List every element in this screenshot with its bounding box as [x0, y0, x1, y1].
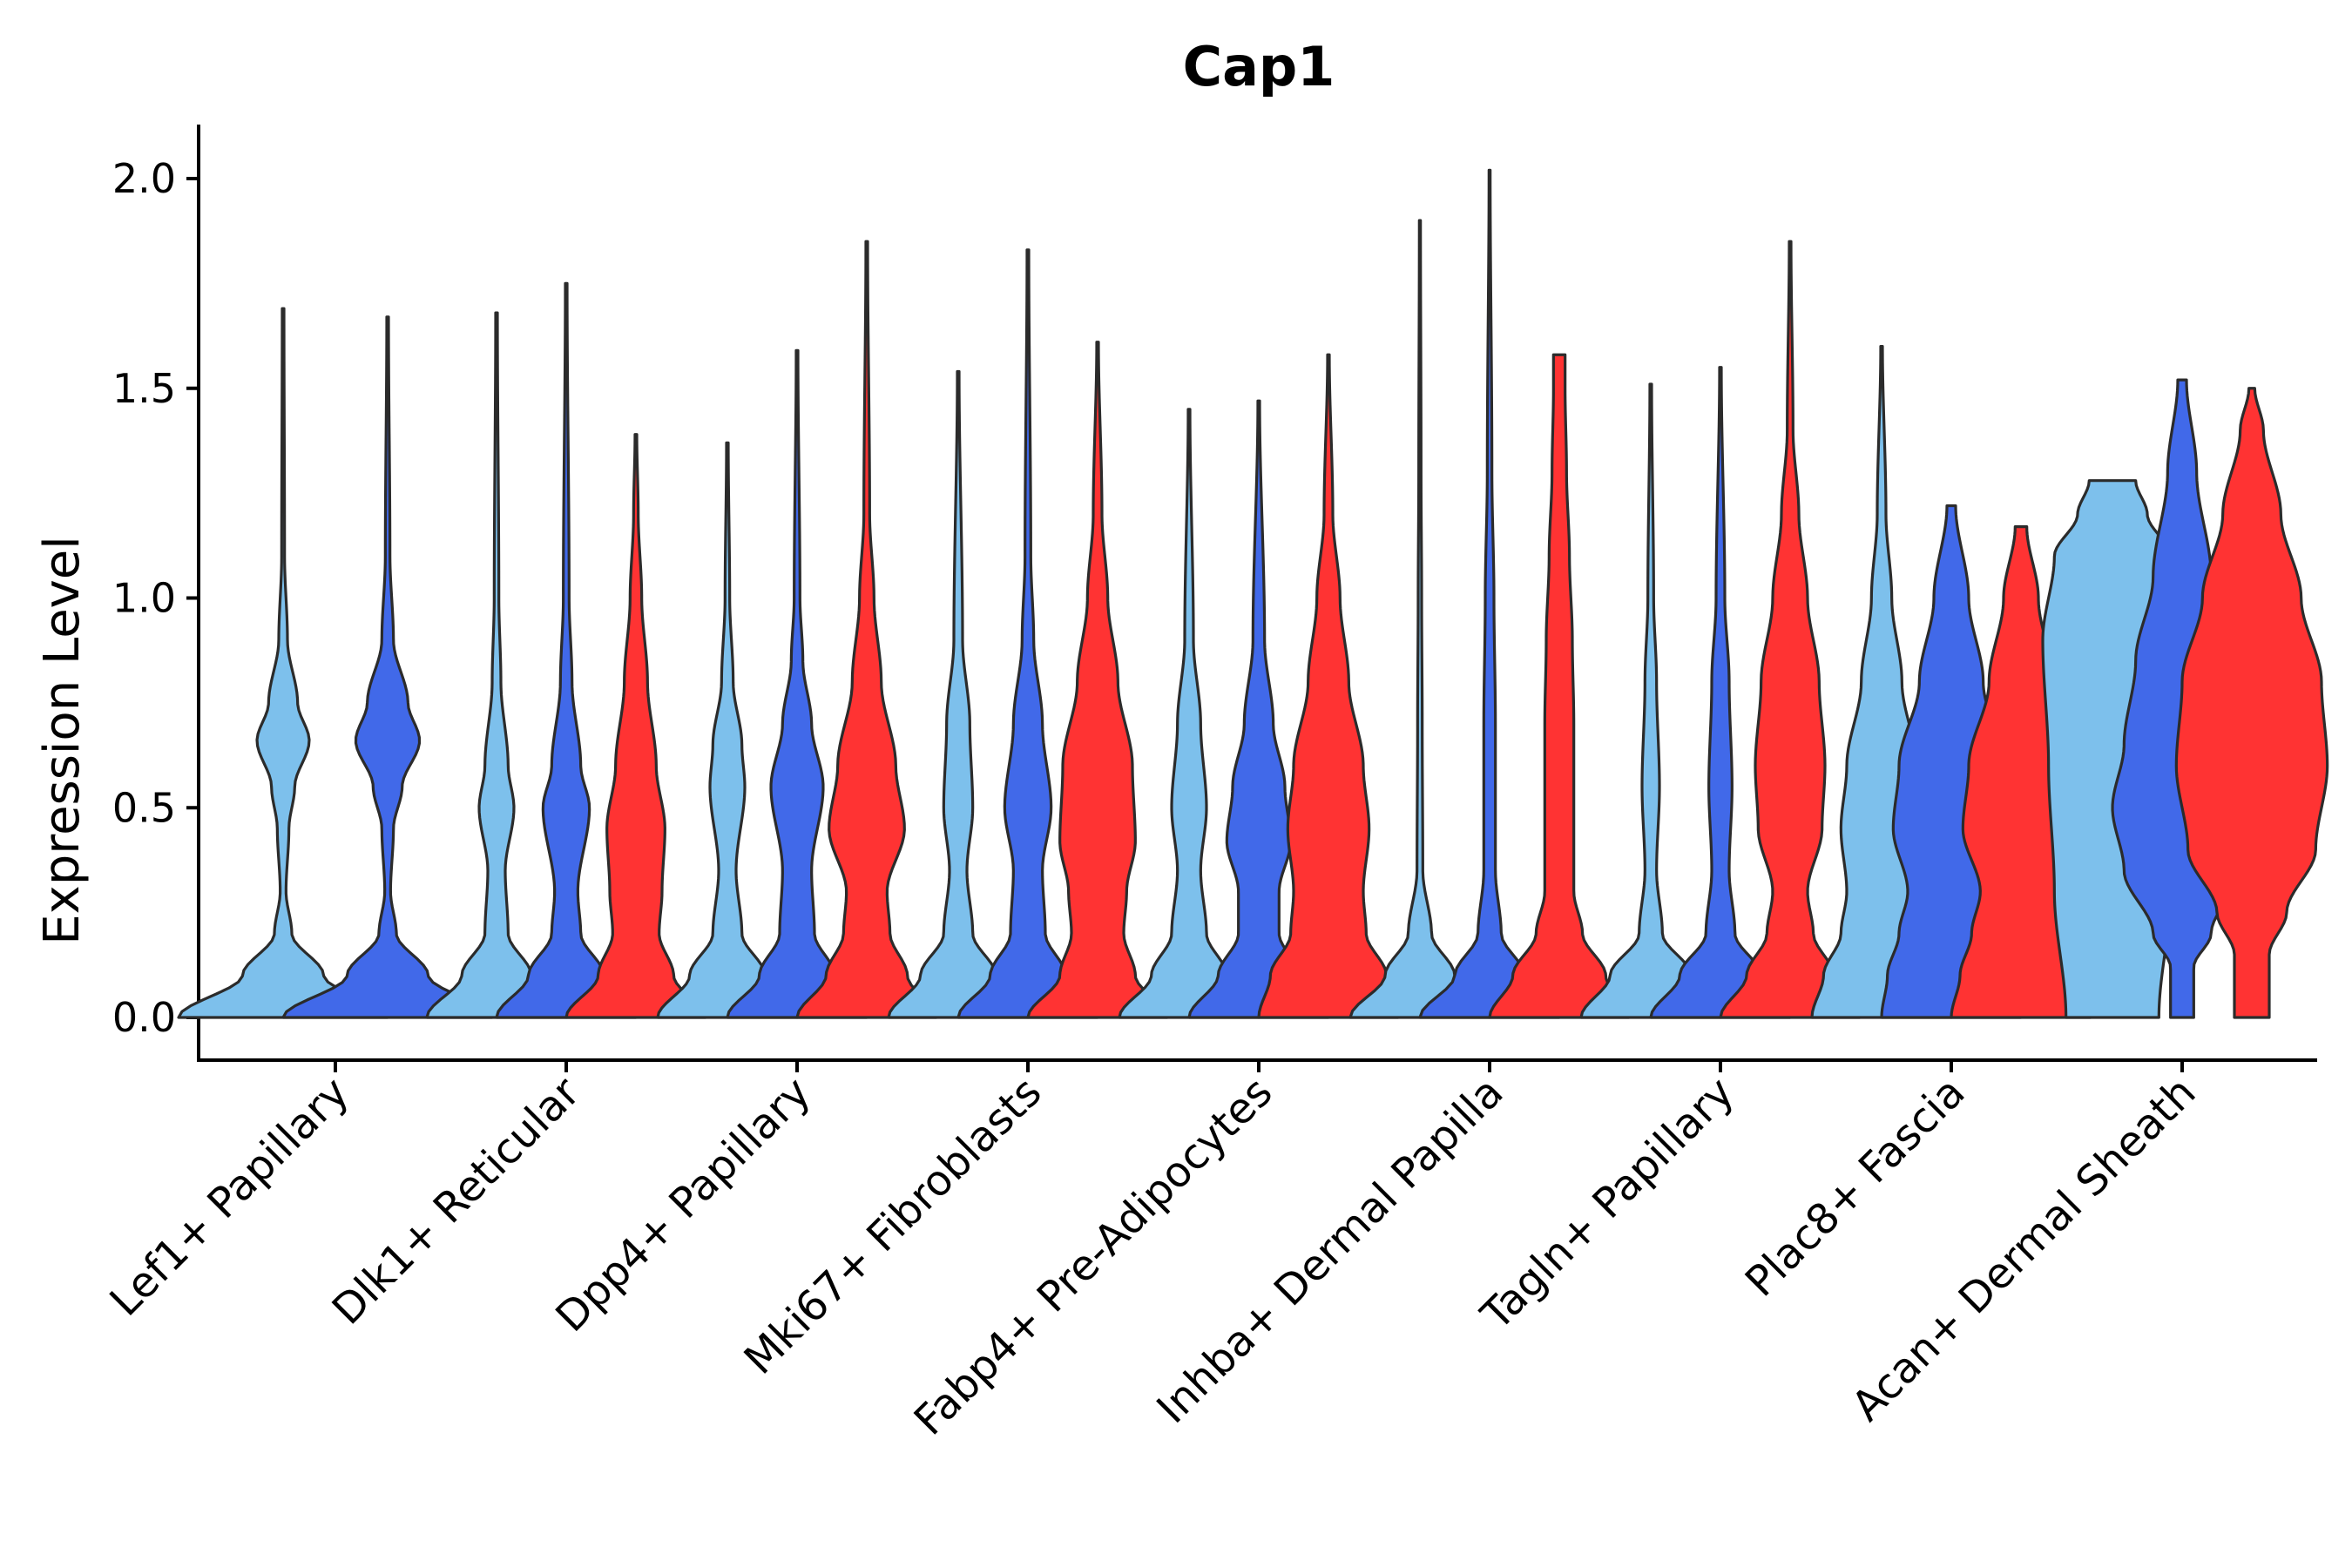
- violin-2: [281, 315, 494, 1019]
- y-tick-label: 1.5: [112, 365, 176, 412]
- violins: [177, 168, 2329, 1019]
- x-tick-label: Tagln+ Papillary: [1471, 1068, 1743, 1340]
- violin-1: [887, 369, 1030, 1019]
- x-tick-label: Dpp4+ Papillary: [546, 1068, 820, 1342]
- x-tick-label: Dlk1+ Reticular: [323, 1068, 590, 1335]
- y-tick-label: 1.0: [112, 575, 176, 622]
- axes: 0.0 0.5 1.0 1.5 2.0: [112, 125, 2317, 1072]
- violin-3: [1026, 341, 1169, 1019]
- violin-1: [425, 311, 568, 1019]
- violin-1: [1118, 408, 1260, 1019]
- violin-2: [726, 348, 868, 1019]
- violin-3: [1719, 240, 1862, 1019]
- violin-2: [1649, 366, 1792, 1019]
- y-tick-label: 0.0: [112, 994, 176, 1041]
- y-tick-label: 2.0: [112, 155, 176, 202]
- violin-2: [956, 248, 1099, 1019]
- violin-1: [1579, 382, 1722, 1019]
- violin-1: [656, 441, 799, 1019]
- violin-3: [1257, 353, 1400, 1019]
- y-axis-label: Expression Level: [34, 536, 91, 945]
- x-tick-label: Plac8+ Fascia: [1736, 1068, 1975, 1307]
- y-tick-label: 0.5: [112, 784, 176, 831]
- x-tick-label: Lef1+ Papillary: [101, 1068, 359, 1326]
- violin-3: [1488, 353, 1631, 1019]
- chart-title: Cap1: [1183, 35, 1335, 98]
- violin-1: [1348, 219, 1491, 1019]
- violin-2: [495, 281, 638, 1019]
- violin-2: [1418, 168, 1561, 1019]
- violin-1: [177, 307, 389, 1019]
- violin-2: [1187, 399, 1330, 1019]
- violin-3: [2174, 387, 2329, 1019]
- violin-3: [795, 240, 938, 1019]
- violin-3: [564, 433, 707, 1019]
